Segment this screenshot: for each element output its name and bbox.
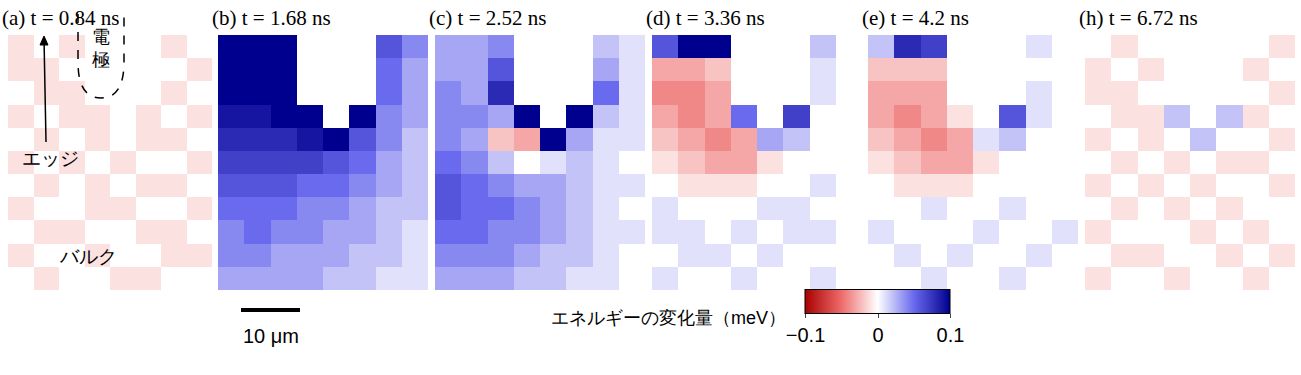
svg-text:エッジ: エッジ bbox=[22, 148, 79, 169]
svg-text:電極: 電極 bbox=[92, 27, 110, 70]
svg-text:0.1: 0.1 bbox=[937, 324, 965, 346]
svg-text:エネルギーの変化量（meV）: エネルギーの変化量（meV） bbox=[551, 308, 786, 328]
svg-text:(e) t = 4.2 ns: (e) t = 4.2 ns bbox=[862, 6, 969, 30]
svg-text:(h) t = 6.72 ns: (h) t = 6.72 ns bbox=[1079, 6, 1198, 30]
svg-text:(d) t = 3.36 ns: (d) t = 3.36 ns bbox=[646, 6, 765, 30]
svg-text:(a) t = 0.84 ns: (a) t = 0.84 ns bbox=[2, 6, 119, 30]
svg-text:10 μm: 10 μm bbox=[243, 325, 299, 347]
svg-text:(c) t = 2.52 ns: (c) t = 2.52 ns bbox=[429, 6, 546, 30]
svg-text:−0.1: −0.1 bbox=[786, 324, 825, 346]
svg-text:バルク: バルク bbox=[59, 246, 117, 267]
svg-text:0: 0 bbox=[872, 324, 883, 346]
svg-text:(b) t = 1.68 ns: (b) t = 1.68 ns bbox=[212, 6, 331, 30]
